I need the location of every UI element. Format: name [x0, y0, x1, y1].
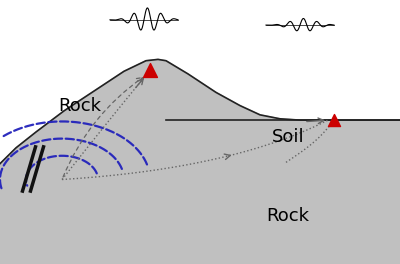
Text: Rock: Rock [266, 208, 310, 225]
Point [147, 68, 153, 72]
Point [331, 118, 337, 122]
Text: Rock: Rock [58, 97, 102, 115]
Polygon shape [0, 59, 400, 264]
Text: Soil: Soil [272, 128, 304, 146]
